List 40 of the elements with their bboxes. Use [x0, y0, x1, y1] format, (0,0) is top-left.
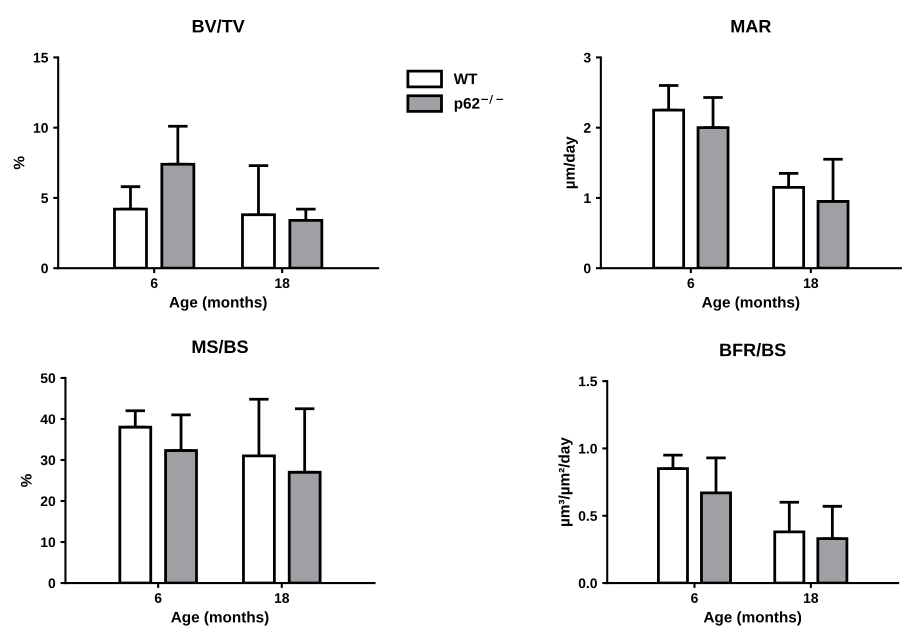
- chart-title: MS/BS: [192, 340, 248, 354]
- y-tick-label: 10: [41, 537, 56, 548]
- chart-title: BV/TV: [192, 19, 245, 33]
- x-tick-label: 6: [691, 593, 698, 603]
- x-tick-label: 18: [275, 278, 290, 288]
- y-tick-label: 1.0: [579, 444, 597, 454]
- x-axis-title: Age (months): [171, 611, 268, 626]
- y-tick-label: 2: [584, 123, 591, 133]
- x-tick-label: 6: [150, 278, 158, 288]
- x-tick-label: 18: [274, 593, 290, 603]
- y-tick-label: 50: [40, 373, 56, 384]
- x-tick-label: 6: [154, 593, 162, 603]
- y-tick-label: 5: [41, 193, 48, 204]
- x-tick-label: 18: [804, 593, 818, 603]
- y-tick-label: 40: [40, 414, 56, 424]
- x-axis-title: Age (months): [704, 611, 802, 626]
- y-tick-label: 15: [34, 52, 48, 63]
- y-tick-label: 0: [584, 264, 591, 274]
- chart-title: MAR: [731, 20, 772, 32]
- chart-title: BFR/BS: [720, 343, 786, 356]
- y-tick-label: 0: [48, 578, 56, 588]
- y-tick-label: 0.5: [578, 511, 598, 521]
- y-axis-title: µm/day: [564, 136, 578, 188]
- x-axis-title: Age (months): [702, 296, 800, 311]
- legend-label: p62$^{−/−}$: [454, 94, 504, 112]
- y-tick-label: 3: [584, 52, 591, 63]
- y-tick-label: 0.0: [578, 578, 597, 588]
- y-axis-title: %: [20, 474, 32, 487]
- y-tick-label: 1.5: [579, 376, 598, 386]
- x-tick-label: 18: [804, 278, 818, 288]
- y-tick-label: 10: [34, 123, 48, 133]
- x-axis-title: Age (months): [169, 296, 267, 311]
- y-tick-label: 0: [41, 264, 48, 274]
- legend-label: WT: [454, 74, 478, 84]
- x-tick-label: 6: [687, 278, 694, 288]
- y-tick-label: 20: [40, 496, 56, 506]
- y-tick-label: 1: [584, 193, 591, 203]
- y-axis-title: µm³/µm²/day: [558, 437, 573, 526]
- y-axis-title: %: [14, 156, 24, 170]
- y-tick-label: 30: [40, 455, 56, 466]
